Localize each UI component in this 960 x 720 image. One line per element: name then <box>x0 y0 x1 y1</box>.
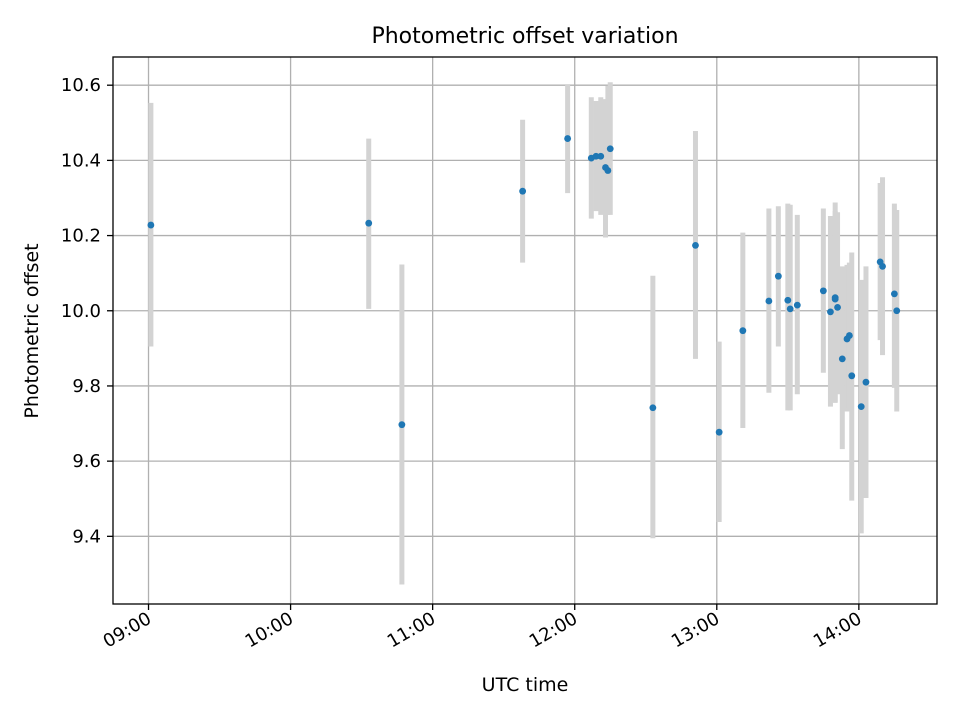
data-point <box>784 296 792 304</box>
y-tick-label: 10.4 <box>61 150 101 171</box>
x-axis-label: UTC time <box>482 674 569 696</box>
y-axis-label: Photometric offset <box>21 243 43 418</box>
data-point <box>739 327 747 335</box>
x-tick-label: 14:00 <box>810 608 865 652</box>
data-point <box>827 308 834 316</box>
data-point <box>819 287 827 295</box>
data-point <box>893 307 901 315</box>
data-point <box>845 332 853 339</box>
data-point <box>692 241 699 249</box>
x-tick-label: 13:00 <box>668 608 723 652</box>
data-point <box>834 303 841 311</box>
data-point <box>831 295 839 303</box>
data-point <box>592 152 600 160</box>
data-point <box>774 272 782 280</box>
plot-frame <box>112 56 938 605</box>
data-point <box>398 421 406 429</box>
error-bars <box>148 82 900 585</box>
data-point <box>765 297 773 305</box>
data-point <box>786 305 794 313</box>
y-axis-ticks: 9.4 9.6 9.8 10.0 10.2 10.4 10.6 <box>61 75 113 547</box>
data-point <box>604 167 612 174</box>
data-point <box>519 187 527 195</box>
y-tick-label: 10.6 <box>61 75 101 96</box>
data-points <box>147 135 901 436</box>
y-tick-label: 10.2 <box>61 226 101 247</box>
x-tick-label: 11:00 <box>384 608 439 652</box>
data-point <box>879 263 886 270</box>
y-tick-label: 10.0 <box>61 301 101 322</box>
data-point <box>597 152 605 160</box>
y-tick-label: 9.8 <box>72 376 101 397</box>
data-point <box>365 219 373 227</box>
x-tick-label: 09:00 <box>100 608 155 652</box>
data-point <box>848 372 856 380</box>
y-tick-label: 9.6 <box>72 451 101 472</box>
x-axis-ticks: 09:00 10:00 11:00 12:00 13:00 14:00 <box>100 604 865 652</box>
data-point <box>890 290 898 298</box>
data-point <box>147 221 155 229</box>
data-point <box>649 404 657 412</box>
chart-title: Photometric offset variation <box>371 24 678 49</box>
data-point <box>862 378 870 386</box>
data-point <box>606 145 614 153</box>
y-tick-label: 9.4 <box>72 526 101 547</box>
data-point <box>838 355 846 363</box>
x-tick-label: 10:00 <box>242 608 297 652</box>
data-point <box>857 403 865 411</box>
data-point <box>793 301 801 309</box>
data-point <box>715 428 723 436</box>
data-point <box>564 135 572 142</box>
x-tick-label: 12:00 <box>526 608 581 652</box>
